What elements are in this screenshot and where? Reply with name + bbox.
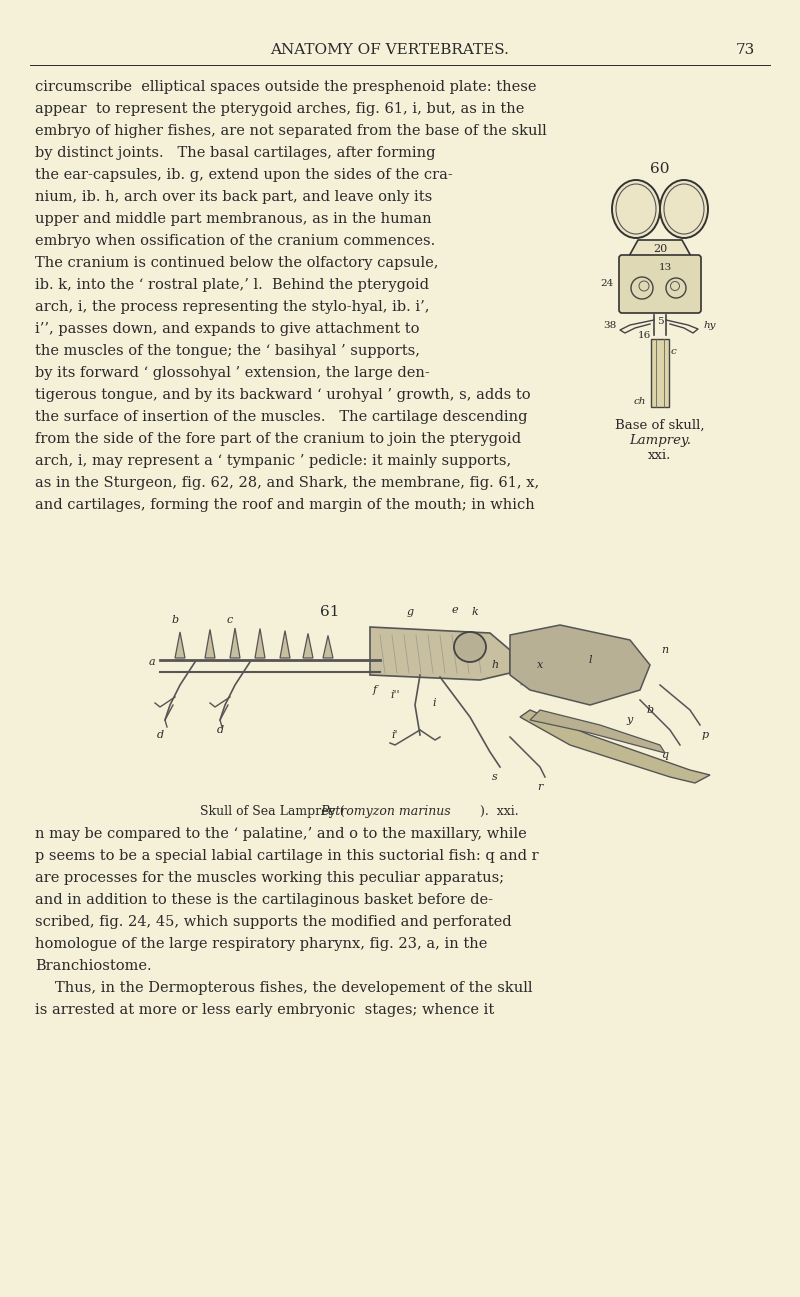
Text: x: x [537,660,543,671]
Polygon shape [370,626,510,680]
Polygon shape [255,629,265,658]
Polygon shape [510,625,650,706]
Text: r: r [538,782,542,792]
Text: y: y [627,715,633,725]
Text: c: c [227,615,233,625]
Polygon shape [530,709,665,754]
Text: n: n [662,645,669,655]
Text: the muscles of the tongue; the ‘ basihyal ’ supports,: the muscles of the tongue; the ‘ basihya… [35,344,420,358]
Text: p seems to be a special labial cartilage in this suctorial fish: q and r: p seems to be a special labial cartilage… [35,850,538,863]
Text: p: p [702,730,709,741]
Text: i': i' [391,730,398,741]
Text: ch: ch [634,397,646,406]
Polygon shape [280,630,290,658]
Text: the surface of insertion of the muscles.   The cartilage descending: the surface of insertion of the muscles.… [35,410,527,424]
Text: i’’, passes down, and expands to give attachment to: i’’, passes down, and expands to give at… [35,322,419,336]
Bar [651,339,669,407]
Text: homologue of the large respiratory pharynx, fig. 23, a, in the: homologue of the large respiratory phary… [35,936,487,951]
Text: 60: 60 [650,162,670,176]
Text: ).  xxi.: ). xxi. [480,805,518,818]
Text: Thus, in the Dermopterous fishes, the developement of the skull: Thus, in the Dermopterous fishes, the de… [55,981,533,995]
Text: The cranium is continued below the olfactory capsule,: The cranium is continued below the olfac… [35,256,438,270]
Text: n may be compared to the ‘ palatine,’ and o to the maxillary, while: n may be compared to the ‘ palatine,’ an… [35,827,526,840]
Text: embryo of higher fishes, are not separated from the base of the skull: embryo of higher fishes, are not separat… [35,125,546,137]
Polygon shape [175,632,185,658]
Text: g: g [406,607,414,617]
Text: 24: 24 [601,279,614,288]
Text: i'': i'' [390,690,400,700]
Text: ib. k, into the ‘ rostral plate,’ l.  Behind the pterygoid: ib. k, into the ‘ rostral plate,’ l. Beh… [35,278,429,292]
Text: Skull of Sea Lamprey (: Skull of Sea Lamprey ( [200,805,345,818]
Text: 61: 61 [320,604,340,619]
Text: appear  to represent the pterygoid arches, fig. 61, i, but, as in the: appear to represent the pterygoid arches… [35,102,524,115]
Polygon shape [628,240,692,258]
Text: embryo when ossification of the cranium commences.: embryo when ossification of the cranium … [35,233,435,248]
Text: h: h [491,660,498,671]
Text: Petromyzon marinus: Petromyzon marinus [320,805,450,818]
Text: 73: 73 [736,43,755,57]
Text: upper and middle part membranous, as in the human: upper and middle part membranous, as in … [35,211,432,226]
Text: a: a [148,658,155,667]
Text: xxi.: xxi. [648,449,672,462]
Ellipse shape [612,180,660,239]
Text: l: l [588,655,592,665]
Text: k: k [472,607,478,617]
Text: tigerous tongue, and by its backward ‘ urohyal ’ growth, s, adds to: tigerous tongue, and by its backward ‘ u… [35,388,530,402]
Text: as in the Sturgeon, fig. 62, 28, and Shark, the membrane, fig. 61, x,: as in the Sturgeon, fig. 62, 28, and Sha… [35,476,539,490]
Text: Base of skull,: Base of skull, [615,419,705,432]
Text: circumscribe  elliptical spaces outside the presphenoid plate: these: circumscribe elliptical spaces outside t… [35,80,537,93]
Text: by its forward ‘ glossohyal ’ extension, the large den-: by its forward ‘ glossohyal ’ extension,… [35,366,430,380]
Text: nium, ib. h, arch over its back part, and leave only its: nium, ib. h, arch over its back part, an… [35,189,432,204]
Text: 20: 20 [653,244,667,254]
Text: and in addition to these is the cartilaginous basket before de-: and in addition to these is the cartilag… [35,894,493,907]
Polygon shape [205,629,215,658]
Text: d: d [157,730,163,741]
Polygon shape [323,636,333,658]
Ellipse shape [454,632,486,661]
FancyBboxPatch shape [619,256,701,313]
Text: the ear-capsules, ib. g, extend upon the sides of the cra-: the ear-capsules, ib. g, extend upon the… [35,169,453,182]
Text: s: s [492,772,498,782]
Text: ANATOMY OF VERTEBRATES.: ANATOMY OF VERTEBRATES. [270,43,510,57]
Text: b: b [171,615,178,625]
Text: c: c [671,348,677,357]
Polygon shape [520,709,710,783]
Text: 5: 5 [657,316,663,326]
Polygon shape [303,633,313,658]
Text: scribed, fig. 24, 45, which supports the modified and perforated: scribed, fig. 24, 45, which supports the… [35,914,512,929]
Text: arch, i, may represent a ‘ tympanic ’ pedicle: it mainly supports,: arch, i, may represent a ‘ tympanic ’ pe… [35,454,511,468]
Text: e: e [452,604,458,615]
Polygon shape [230,628,240,658]
Text: 38: 38 [604,320,617,329]
Text: arch, i, the process representing the stylo-hyal, ib. i’,: arch, i, the process representing the st… [35,300,430,314]
Text: from the side of the fore part of the cranium to join the pterygoid: from the side of the fore part of the cr… [35,432,521,446]
Text: by distinct joints.   The basal cartilages, after forming: by distinct joints. The basal cartilages… [35,147,435,160]
Ellipse shape [660,180,708,239]
Text: d: d [217,725,223,735]
Text: are processes for the muscles working this peculiar apparatus;: are processes for the muscles working th… [35,872,504,885]
Text: f: f [373,685,377,695]
Text: hy: hy [703,320,715,329]
Text: Branchiostome.: Branchiostome. [35,958,152,973]
Text: q: q [662,750,669,760]
Text: i: i [432,698,435,708]
Text: 13: 13 [658,263,672,272]
Text: and cartilages, forming the roof and margin of the mouth; in which: and cartilages, forming the roof and mar… [35,498,534,512]
Text: Lamprey.: Lamprey. [629,434,691,447]
Text: b: b [646,706,654,715]
Text: 16: 16 [638,331,650,340]
Text: is arrested at more or less early embryonic  stages; whence it: is arrested at more or less early embryo… [35,1003,494,1017]
